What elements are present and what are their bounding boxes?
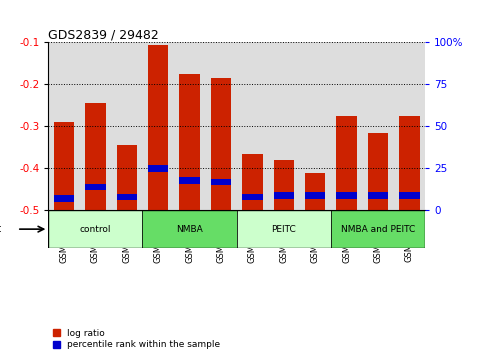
Text: NMBA: NMBA: [176, 225, 203, 234]
Bar: [85, 184, 106, 190]
FancyBboxPatch shape: [237, 211, 331, 248]
Bar: [399, 116, 420, 211]
Text: control: control: [80, 225, 111, 234]
Bar: [268, 42, 299, 211]
Bar: [305, 192, 326, 199]
Text: PEITC: PEITC: [271, 225, 296, 234]
Bar: [148, 165, 169, 172]
Bar: [242, 154, 263, 211]
Bar: [85, 103, 106, 211]
Bar: [211, 178, 231, 185]
Bar: [237, 42, 268, 211]
Bar: [273, 192, 294, 199]
Bar: [179, 177, 200, 184]
FancyBboxPatch shape: [48, 211, 142, 248]
Bar: [116, 194, 137, 200]
Bar: [394, 42, 425, 211]
Legend: log ratio, percentile rank within the sample: log ratio, percentile rank within the sa…: [53, 329, 220, 349]
Bar: [362, 42, 394, 211]
Bar: [179, 74, 200, 211]
Bar: [273, 160, 294, 211]
Bar: [54, 122, 74, 211]
Text: agent: agent: [0, 224, 1, 234]
Bar: [368, 133, 388, 211]
Bar: [54, 195, 74, 202]
Bar: [80, 42, 111, 211]
Text: NMBA and PEITC: NMBA and PEITC: [341, 225, 415, 234]
FancyBboxPatch shape: [331, 211, 425, 248]
Bar: [111, 42, 142, 211]
Bar: [142, 42, 174, 211]
FancyBboxPatch shape: [142, 211, 237, 248]
Bar: [174, 42, 205, 211]
Bar: [299, 42, 331, 211]
Bar: [305, 173, 326, 211]
Bar: [148, 45, 169, 211]
Bar: [331, 42, 362, 211]
Bar: [399, 192, 420, 199]
Bar: [336, 192, 357, 199]
Bar: [211, 78, 231, 211]
Bar: [48, 42, 80, 211]
Text: GDS2839 / 29482: GDS2839 / 29482: [48, 28, 159, 41]
Bar: [336, 116, 357, 211]
Bar: [205, 42, 237, 211]
Bar: [116, 145, 137, 211]
Bar: [368, 192, 388, 199]
Bar: [242, 194, 263, 200]
